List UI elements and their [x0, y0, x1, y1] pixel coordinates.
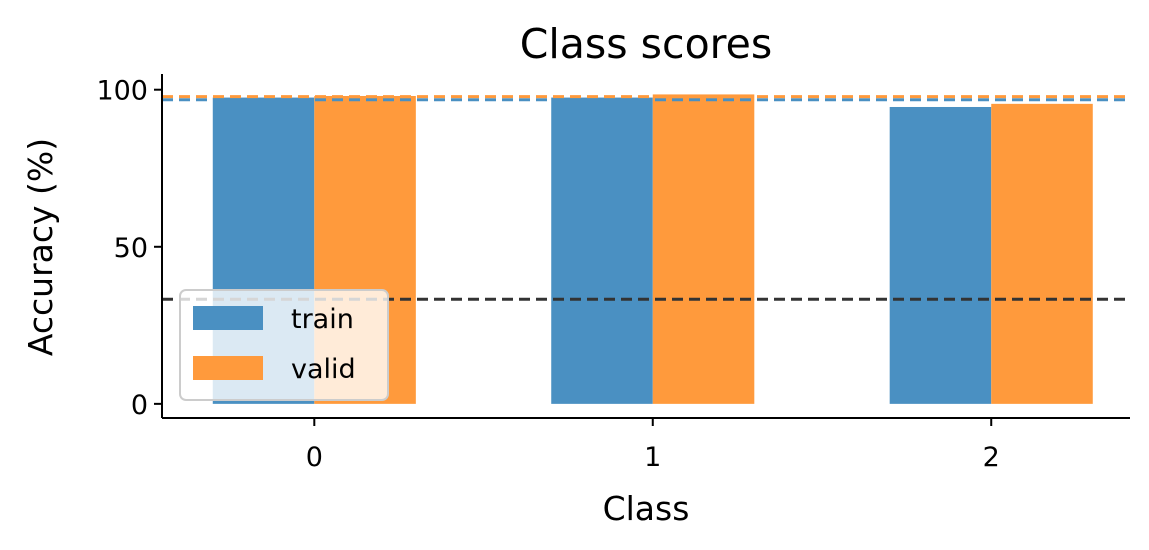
legend-swatch-train — [193, 306, 263, 330]
bar-valid-class-2 — [991, 103, 1093, 404]
chart-title: Class scores — [520, 20, 772, 68]
y-tick-label-50: 50 — [114, 233, 148, 264]
legend-label-train: train — [291, 304, 354, 335]
x-axis-label: Class — [603, 489, 690, 528]
bar-train-class-1 — [551, 97, 653, 404]
bar-train-class-2 — [889, 106, 992, 404]
y-axis-label: Accuracy (%) — [21, 138, 60, 356]
x-tick-label-1: 1 — [644, 442, 661, 473]
x-tick-label-2: 2 — [983, 442, 1000, 473]
y-tick-label-0: 0 — [131, 390, 148, 421]
legend-label-valid: valid — [291, 354, 356, 385]
x-tick-label-0: 0 — [306, 442, 323, 473]
y-tick-label-100: 100 — [96, 76, 148, 107]
bar-valid-class-1 — [652, 94, 755, 404]
legend-swatch-valid — [193, 356, 263, 380]
